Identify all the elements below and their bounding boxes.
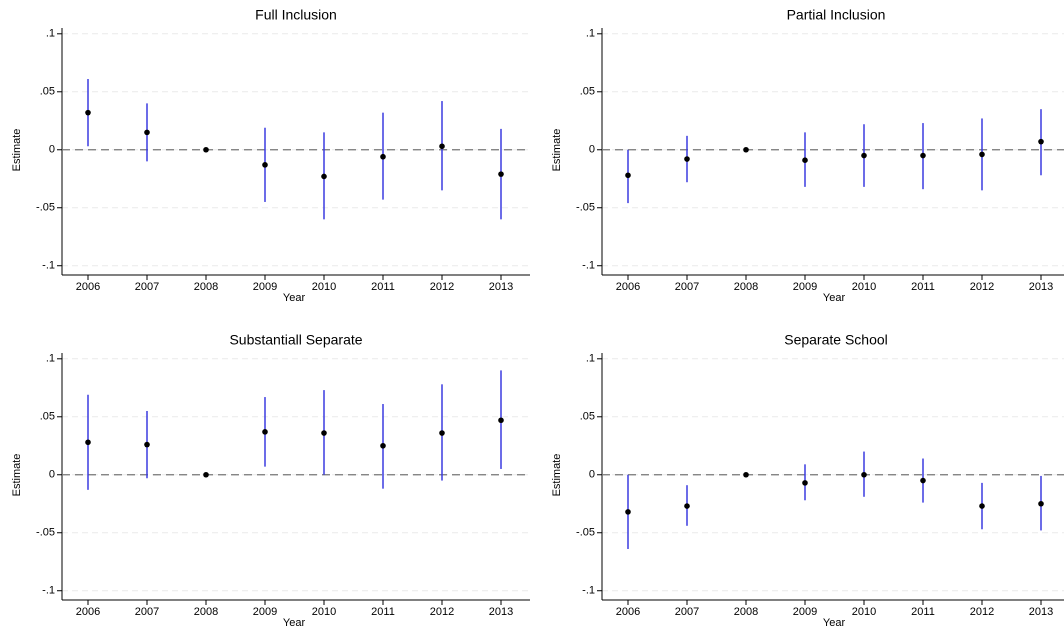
x-tick-label: 2011 — [911, 606, 935, 618]
estimate-point — [144, 441, 150, 448]
y-axis-label: Estimate — [11, 129, 23, 172]
estimate-point — [802, 480, 808, 486]
y-tick-label: -.05 — [36, 527, 55, 539]
x-tick-label: 2009 — [793, 606, 817, 618]
y-tick-label: .05 — [40, 411, 55, 423]
estimate-point — [85, 109, 91, 116]
x-tick-label: 2007 — [675, 281, 699, 293]
estimate-point — [262, 162, 268, 168]
y-tick-label: -.1 — [42, 260, 55, 272]
y-tick-label: -.05 — [576, 202, 595, 214]
estimate-point — [920, 152, 926, 159]
x-tick-label: 2012 — [430, 281, 454, 293]
estimate-point — [85, 439, 91, 446]
estimate-point — [498, 417, 504, 424]
estimate-point — [802, 157, 808, 163]
estimate-point — [498, 171, 504, 177]
x-tick-label: 2007 — [675, 606, 699, 618]
estimate-point — [321, 430, 327, 436]
x-tick-label: 2007 — [135, 281, 159, 293]
y-tick-label: 0 — [589, 144, 595, 156]
x-tick-label: 2013 — [1029, 281, 1053, 293]
y-tick-label: -.1 — [582, 260, 595, 272]
estimate-point — [743, 146, 749, 153]
y-tick-label: -.05 — [36, 202, 55, 214]
estimate-point — [743, 471, 749, 478]
estimate-point — [1038, 500, 1044, 507]
estimate-point — [203, 146, 209, 153]
estimate-point — [321, 173, 327, 180]
y-tick-label: 0 — [49, 144, 55, 156]
x-tick-label: 2011 — [371, 606, 395, 618]
estimate-point — [380, 153, 386, 160]
estimate-point — [625, 509, 631, 515]
y-tick-label: 0 — [589, 469, 595, 481]
y-axis-label: Estimate — [551, 454, 563, 497]
x-tick-label: 2008 — [734, 281, 758, 293]
y-tick-label: -.1 — [42, 585, 55, 597]
x-tick-label: 2011 — [371, 281, 395, 293]
panel-title: Substantiall Separate — [229, 332, 362, 348]
x-tick-label: 2006 — [616, 281, 640, 293]
x-tick-label: 2010 — [852, 606, 876, 618]
panel-title: Full Inclusion — [255, 7, 337, 23]
x-axis-label: Year — [283, 617, 306, 629]
x-axis-label: Year — [283, 292, 306, 304]
y-tick-label: -.05 — [576, 527, 595, 539]
x-tick-label: 2009 — [253, 606, 277, 618]
estimate-point — [380, 442, 386, 449]
x-tick-label: 2006 — [76, 281, 100, 293]
x-tick-label: 2013 — [489, 281, 513, 293]
panel-title: Partial Inclusion — [787, 7, 886, 23]
estimate-point — [1038, 138, 1044, 145]
y-tick-label: .05 — [40, 86, 55, 98]
y-tick-label: .05 — [580, 86, 595, 98]
estimate-point — [861, 471, 867, 478]
x-axis-label: Year — [823, 617, 846, 629]
estimate-point — [979, 503, 985, 509]
x-tick-label: 2013 — [1029, 606, 1053, 618]
panel-title: Separate School — [784, 332, 888, 348]
x-tick-label: 2013 — [489, 606, 513, 618]
estimate-point — [979, 151, 985, 158]
y-tick-label: .1 — [586, 353, 595, 365]
x-tick-label: 2012 — [430, 606, 454, 618]
x-tick-label: 2010 — [852, 281, 876, 293]
x-axis-label: Year — [823, 292, 846, 304]
x-tick-label: 2008 — [734, 606, 758, 618]
y-tick-label: .05 — [580, 411, 595, 423]
estimate-point — [203, 471, 209, 478]
x-tick-label: 2010 — [312, 281, 336, 293]
y-axis-label: Estimate — [11, 454, 23, 497]
x-tick-label: 2011 — [911, 281, 935, 293]
estimate-point — [144, 129, 150, 136]
x-tick-label: 2008 — [194, 281, 218, 293]
y-tick-label: -.1 — [582, 585, 595, 597]
y-tick-label: .1 — [46, 28, 55, 40]
x-tick-label: 2007 — [135, 606, 159, 618]
x-tick-label: 2008 — [194, 606, 218, 618]
estimate-point — [861, 152, 867, 159]
y-tick-label: .1 — [46, 353, 55, 365]
x-tick-label: 2009 — [253, 281, 277, 293]
estimate-point — [262, 429, 268, 435]
estimate-point — [439, 143, 445, 150]
x-tick-label: 2006 — [616, 606, 640, 618]
y-tick-label: 0 — [49, 469, 55, 481]
x-tick-label: 2009 — [793, 281, 817, 293]
x-tick-label: 2012 — [970, 606, 994, 618]
x-tick-label: 2010 — [312, 606, 336, 618]
estimate-point — [684, 503, 690, 509]
estimate-point — [920, 477, 926, 484]
y-tick-label: .1 — [586, 28, 595, 40]
estimate-point — [439, 430, 445, 436]
x-tick-label: 2012 — [970, 281, 994, 293]
y-axis-label: Estimate — [551, 129, 563, 172]
estimate-point — [684, 156, 690, 162]
estimate-point — [625, 172, 631, 179]
x-tick-label: 2006 — [76, 606, 100, 618]
